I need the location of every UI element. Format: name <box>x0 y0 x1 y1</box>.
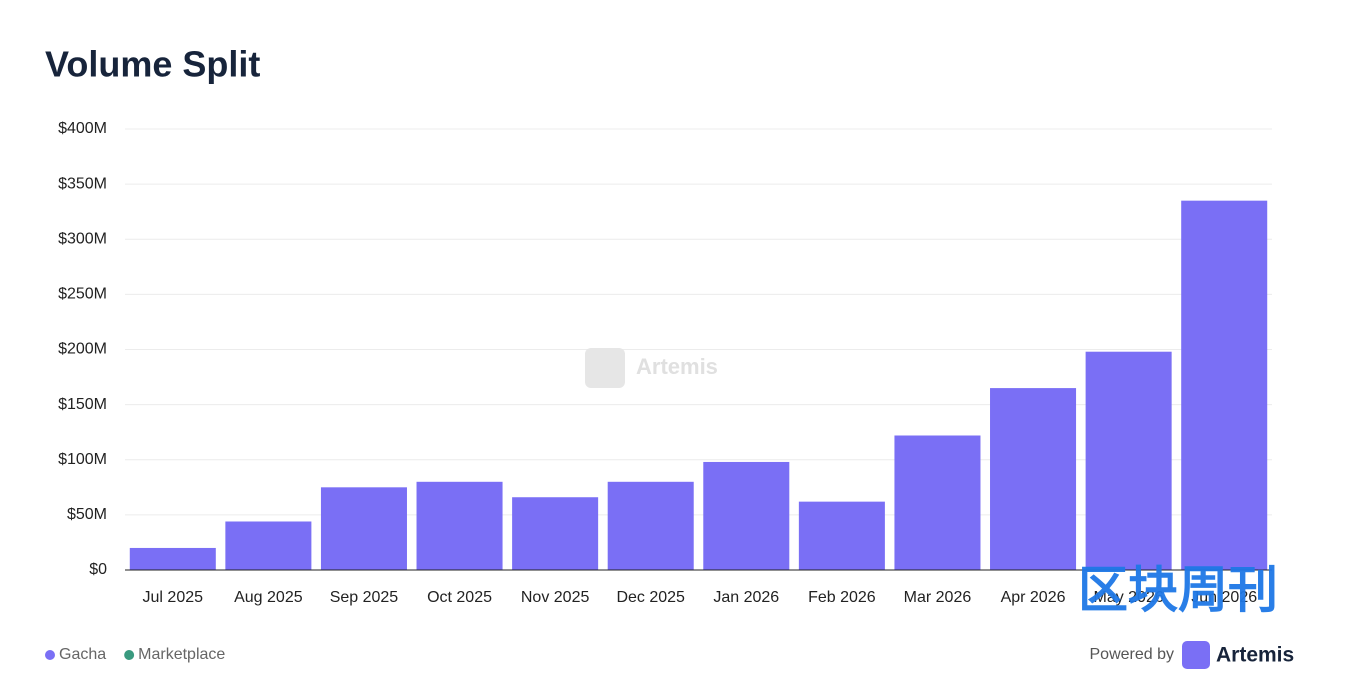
bar <box>1181 200 1268 570</box>
x-tick-label: Jun 2026 <box>1191 589 1257 606</box>
x-tick-label: Nov 2025 <box>521 589 590 606</box>
bar <box>607 481 694 570</box>
x-tick-label: Mar 2026 <box>904 589 972 606</box>
x-tick-label: Jan 2026 <box>713 589 779 606</box>
bar <box>894 435 981 570</box>
x-tick-label: Aug 2025 <box>234 589 303 606</box>
bar <box>512 497 599 570</box>
x-tick-label: Feb 2026 <box>808 589 876 606</box>
legend-label: Marketplace <box>138 646 225 663</box>
y-tick-label: $250M <box>58 286 107 303</box>
y-tick-label: $100M <box>58 451 107 468</box>
overlay-watermark: 区块周刊 <box>1078 562 1278 618</box>
x-tick-label: Apr 2026 <box>1001 589 1066 606</box>
y-tick-label: $300M <box>58 230 107 247</box>
legend-marker <box>124 650 135 660</box>
credit-brand: Artemis <box>1216 644 1294 667</box>
credit-prefix: Powered by <box>1090 646 1175 663</box>
bar <box>416 481 503 570</box>
x-tick-label: May 2026 <box>1093 589 1163 606</box>
bar <box>1085 351 1172 570</box>
bar <box>320 487 407 570</box>
legend-label: Gacha <box>59 646 106 663</box>
watermark: Artemis <box>636 354 718 379</box>
x-tick-label: Dec 2025 <box>616 589 685 606</box>
watermark-logo <box>585 348 625 388</box>
bar <box>703 461 790 570</box>
x-tick-label: Jul 2025 <box>143 589 204 606</box>
chart-title: Volume Split <box>45 44 260 85</box>
bar <box>990 388 1077 570</box>
x-tick-label: Sep 2025 <box>330 589 399 606</box>
bar <box>225 521 312 570</box>
y-tick-label: $150M <box>58 396 107 413</box>
y-tick-label: $0 <box>89 561 107 578</box>
y-tick-label: $50M <box>67 506 107 523</box>
y-tick-label: $400M <box>58 120 107 137</box>
y-tick-label: $200M <box>58 341 107 358</box>
y-tick-label: $350M <box>58 175 107 192</box>
bar <box>798 501 885 570</box>
bar <box>129 547 216 570</box>
x-tick-label: Oct 2025 <box>427 589 492 606</box>
legend-marker <box>45 650 55 660</box>
credit-logo <box>1182 641 1210 669</box>
